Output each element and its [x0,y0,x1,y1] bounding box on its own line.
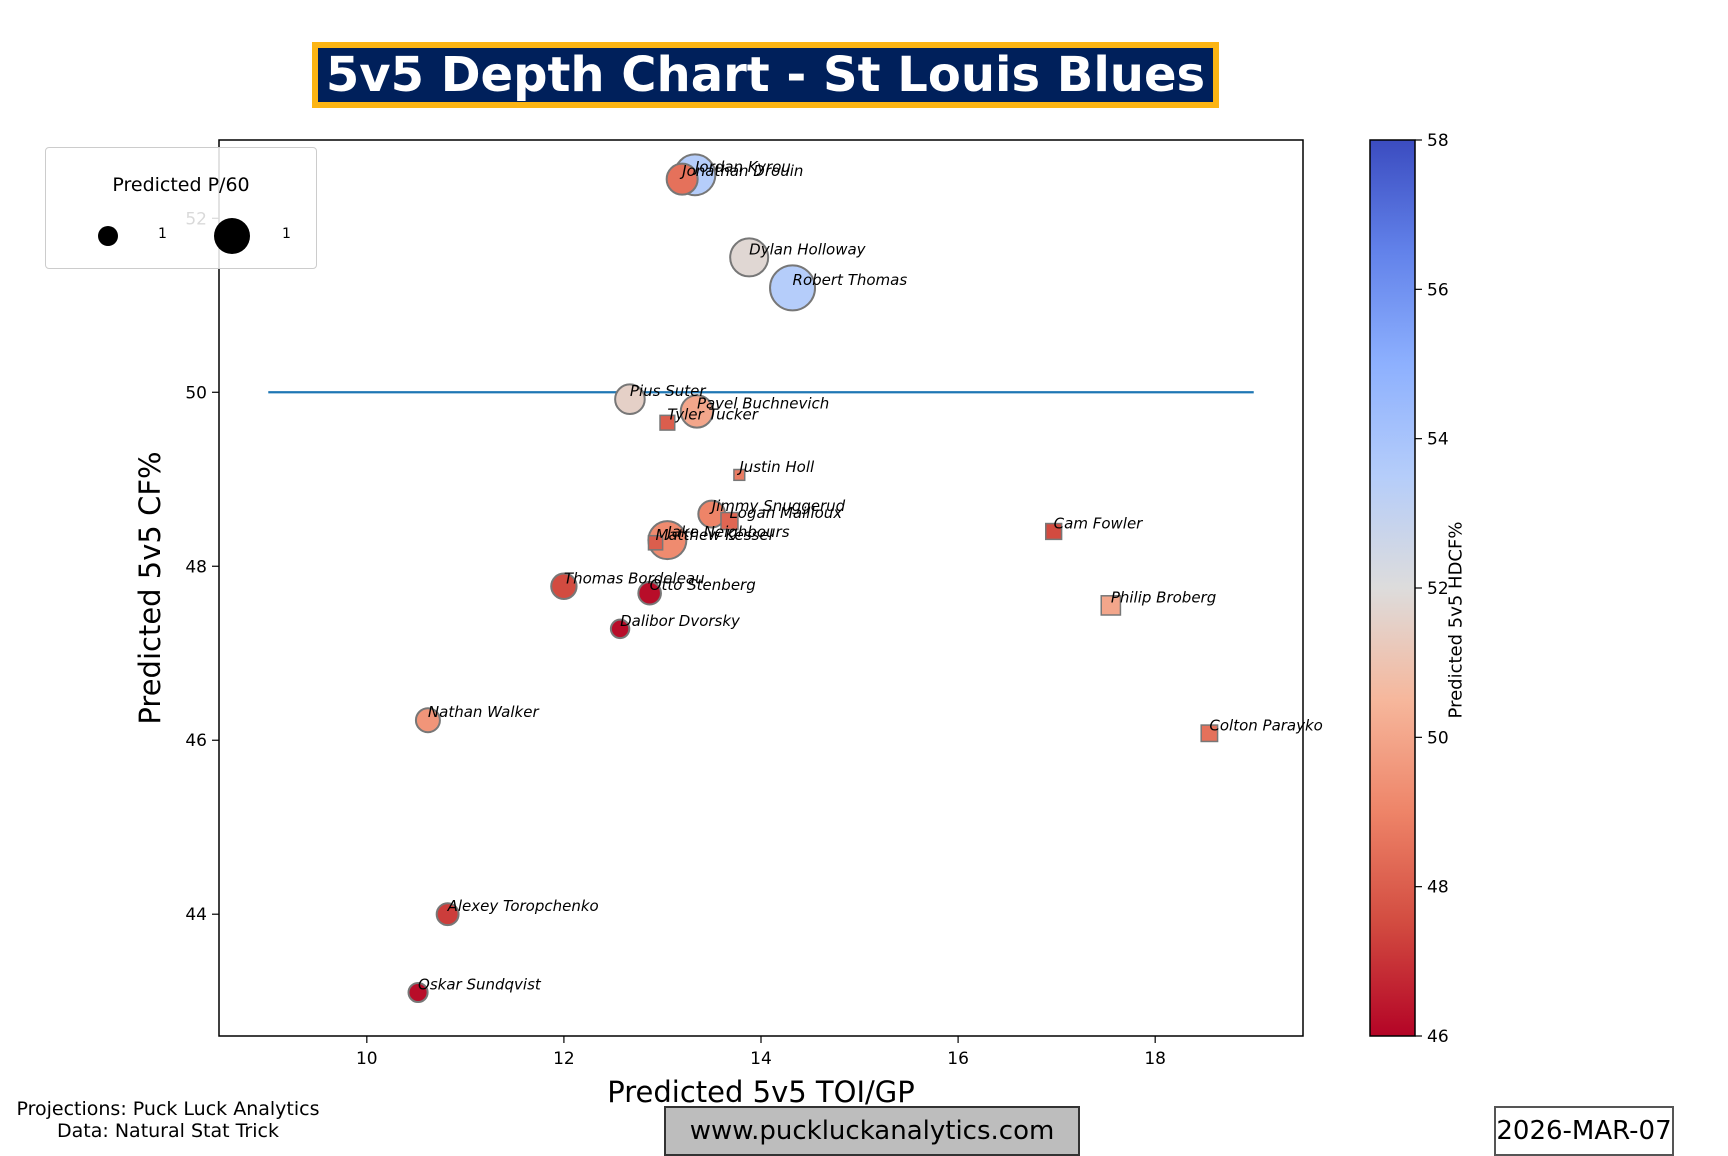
point-label: Alexey Toropchenko [447,897,599,915]
point-label: Pius Suter [630,382,706,400]
point-label: Justin Holl [736,458,815,476]
point-label: Cam Fowler [1054,514,1144,532]
colorbar-tick-label: 46 [1427,1027,1449,1047]
date-text: 2026-MAR-07 [1496,1116,1672,1146]
point-label: Logan Mailloux [729,504,842,522]
colorbar-gradient [1369,139,1416,1037]
point-label: Tyler Tucker [667,406,758,424]
point-marker-forward [609,618,631,640]
colorbar-tick-label: 50 [1427,728,1449,748]
point-marker-forward [435,902,460,927]
x-tick-label: 16 [947,1049,969,1069]
point-label: Oskar Sundqvist [418,976,542,994]
point-marker-forward [665,162,699,196]
point-marker-forward [407,981,429,1004]
point-marker-defense [659,414,676,431]
point-label: Philip Broberg [1111,588,1216,606]
point-label: Jake Neighbours [664,523,789,541]
plot-background [219,140,1303,1036]
point-marker-defense [1045,522,1063,541]
point-label: Otto Stenberg [650,576,756,594]
projections-credit: Projections: Puck Luck Analytics [16,1098,320,1120]
colorbar: 46 48 50 52 54 56 58 [1369,131,1449,1047]
colorbar-tick-label: 58 [1427,131,1449,151]
title-banner: 5v5 Depth Chart - St Louis Blues [312,42,1219,108]
point-label: Dylan Holloway [749,240,866,258]
chart-title: 5v5 Depth Chart - St Louis Blues [325,47,1206,103]
point-marker-forward [614,383,646,416]
colorbar-label: Predicted 5v5 HDCF% [1445,521,1467,719]
point-label: Jimmy Snuggerud [709,497,846,515]
colorbar-tick-label: 48 [1427,878,1449,898]
point-marker-defense [1200,724,1219,743]
y-tick-label: 48 [185,557,207,577]
size-legend-title: Predicted P/60 [112,174,250,196]
y-tick-label: 50 [185,383,207,403]
x-tick-label: 14 [750,1049,772,1069]
size-legend: Predicted P/60 1 1 [45,147,317,269]
point-marker-defense [733,468,746,482]
point-label: Colton Parayko [1209,716,1323,734]
website-url[interactable]: www.puckluckanalytics.com [664,1106,1080,1156]
point-marker-forward [769,264,817,312]
x-tick-label: 18 [1144,1049,1166,1069]
point-marker-defense [720,511,739,531]
size-legend-small-marker [98,226,118,246]
data-credit: Data: Natural Stat Trick [57,1120,279,1142]
x-tick-label: 10 [356,1049,378,1069]
point-label: Jordan Kyrou [692,158,791,176]
y-tick-label: 46 [185,731,207,751]
plot-area [219,140,1303,1036]
website-url-text: www.puckluckanalytics.com [689,1116,1055,1146]
x-axis-label: Predicted 5v5 TOI/GP [607,1075,914,1109]
colorbar-tick-label: 54 [1427,430,1449,450]
point-label: Robert Thomas [793,271,908,289]
point-marker-defense [647,534,664,551]
colorbar-tick-label: 56 [1427,280,1449,300]
point-label: Thomas Bordeleau [564,569,705,587]
point-marker-forward [637,580,662,606]
point-marker-forward [729,237,770,278]
points-layer [407,153,1219,1004]
point-marker-forward [414,707,441,734]
credits: Projections: Puck Luck Analytics Data: N… [8,1098,328,1142]
colorbar-tick-label: 52 [1427,579,1449,599]
y-axis-label: Predicted 5v5 CF% [133,451,167,724]
point-label: Dalibor Dvorsky [620,612,741,630]
size-legend-large-marker [214,218,250,254]
point-label: Nathan Walker [428,703,540,721]
axes-layer: 10121416184446485052Predicted 5v5 TOI/GP… [133,139,1304,1109]
x-tick-label: 12 [553,1049,575,1069]
point-marker-forward [550,572,578,600]
size-legend-large-label: 1 [282,226,291,242]
point-label: Pavel Buchnevich [697,394,829,412]
size-legend-small-label: 1 [158,226,167,242]
date-stamp: 2026-MAR-07 [1494,1106,1674,1156]
point-marker-defense [1100,595,1122,616]
point-label: Matthew Kessel [656,526,774,544]
point-marker-forward [679,394,715,429]
point-label: Jonathan Drouin [679,162,803,180]
y-tick-label: 44 [185,905,207,925]
